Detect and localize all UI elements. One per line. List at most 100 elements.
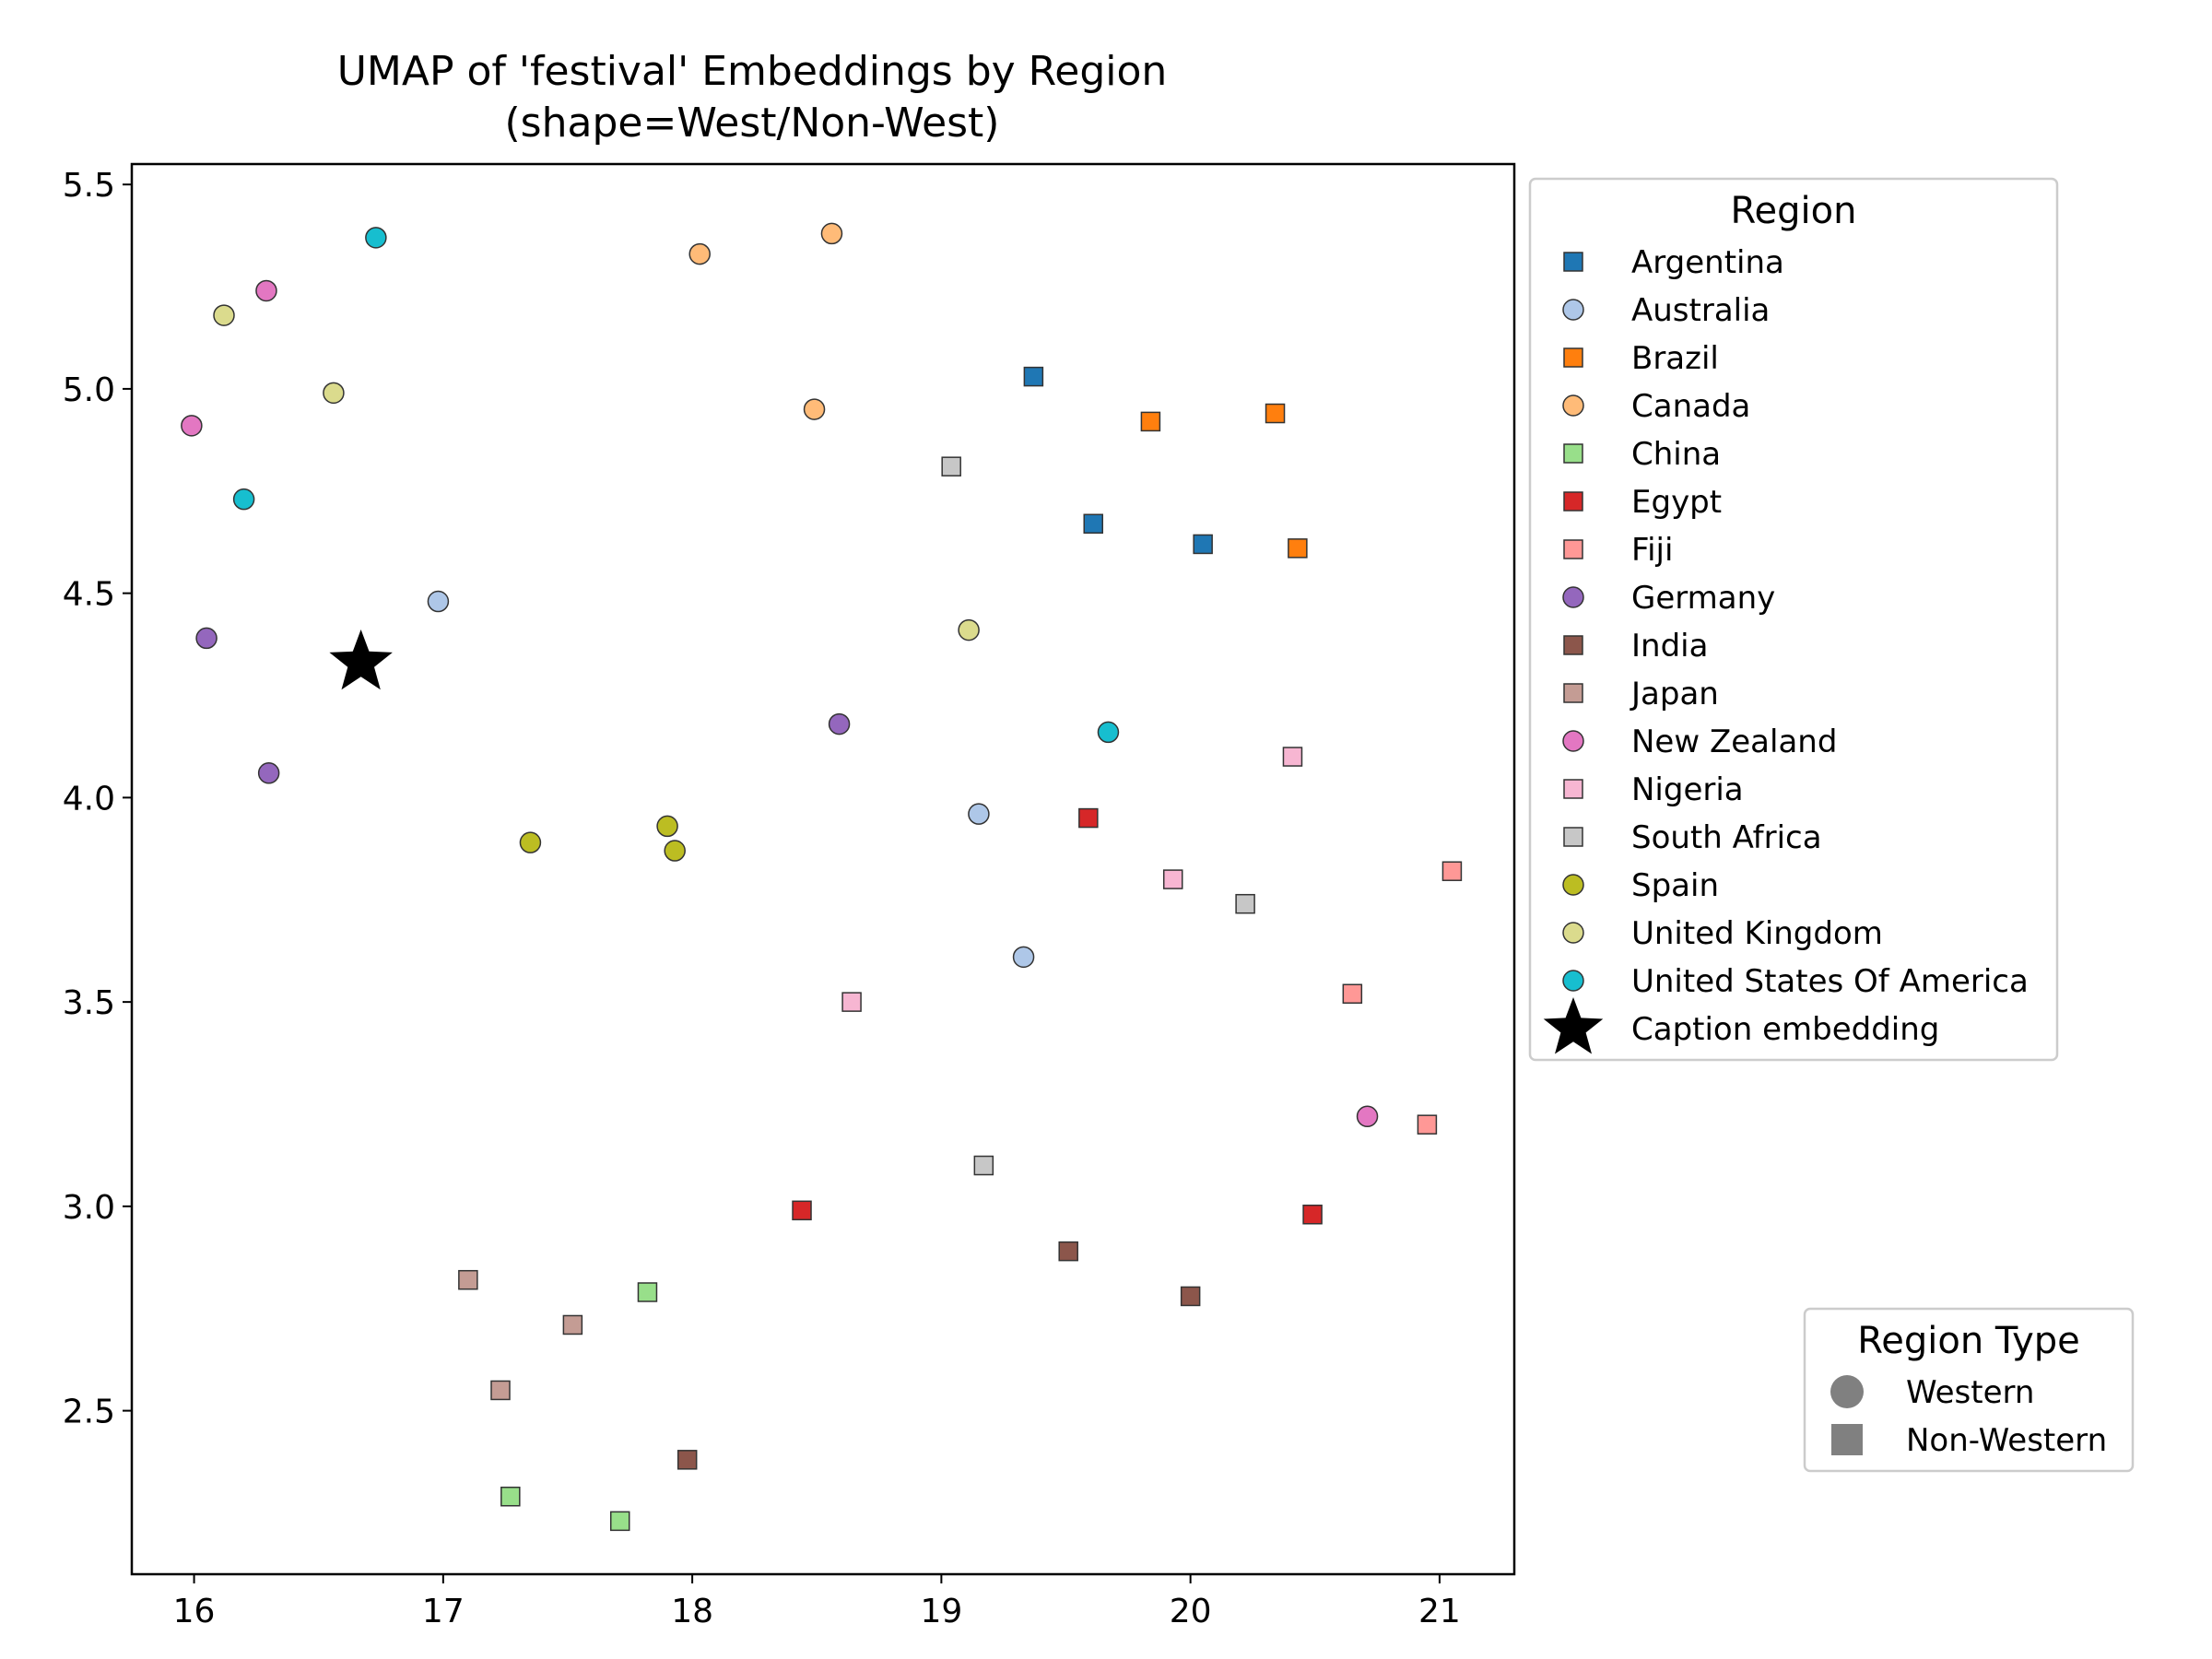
legend-marker-nigeria — [1563, 779, 1583, 799]
point-australia — [968, 803, 990, 825]
legend-label-egypt: Egypt — [1631, 484, 1722, 521]
legend-marker-germany — [1562, 586, 1584, 608]
legend-marker-spain — [1562, 874, 1584, 896]
x-tick-label: 20 — [1170, 1593, 1212, 1630]
region-type-marker-non-western — [1831, 1424, 1863, 1455]
region-legend-frame — [1528, 177, 2059, 1062]
chart-title-line-2: (shape=West/Non-West) — [505, 100, 1000, 147]
point-japan — [490, 1380, 511, 1401]
legend-marker-united-states-of-america — [1562, 970, 1584, 992]
region-type-legend-frame — [1803, 1307, 2135, 1473]
point-canada — [803, 398, 826, 420]
point-germany — [257, 762, 280, 784]
y-tick-label: 4.0 — [63, 780, 115, 818]
legend-marker-japan — [1563, 683, 1583, 703]
legend-label-united-kingdom: United Kingdom — [1631, 915, 1883, 952]
region-type-label-non-western: Non-Western — [1906, 1422, 2107, 1459]
point-argentina — [1023, 366, 1044, 387]
x-tick-label: 17 — [422, 1593, 465, 1630]
point-china — [609, 1511, 630, 1532]
legend-label-nigeria: Nigeria — [1631, 771, 1744, 808]
legend-label-new-zealand: New Zealand — [1631, 724, 1837, 760]
legend-marker-australia — [1562, 299, 1584, 321]
y-tick-label: 3.0 — [63, 1189, 115, 1227]
point-australia — [427, 590, 450, 613]
legend-label-germany: Germany — [1631, 580, 1775, 617]
point-united-kingdom — [958, 618, 980, 641]
point-spain — [664, 840, 686, 862]
point-spain — [656, 815, 678, 838]
region-type-legend-title: Region Type — [1857, 1320, 2080, 1362]
region-type-legend: Region Type Western Non-Western — [1803, 1307, 2135, 1473]
point-egypt — [1078, 807, 1099, 829]
legend-marker-argentina — [1563, 252, 1583, 272]
x-tick-label: 18 — [671, 1593, 713, 1630]
point-fiji — [1417, 1114, 1438, 1135]
point-united-kingdom — [213, 304, 235, 326]
point-new-zealand — [181, 415, 203, 437]
point-india — [1058, 1241, 1078, 1262]
legend-marker-united-kingdom — [1562, 922, 1584, 944]
point-brazil — [1265, 403, 1286, 424]
point-japan — [458, 1269, 478, 1290]
point-united-states-of-america — [365, 227, 387, 249]
x-tick-label: 21 — [1418, 1593, 1461, 1630]
y-axis-ticks: 2.5 3.0 3.5 4.0 4.5 5.0 5.5 — [63, 167, 132, 1431]
legend-label-canada: Canada — [1631, 388, 1750, 425]
point-egypt — [792, 1200, 812, 1221]
point-india — [1180, 1286, 1201, 1307]
point-united-states-of-america — [232, 488, 255, 511]
point-germany — [195, 627, 218, 650]
point-fiji — [1441, 861, 1463, 881]
point-india — [677, 1450, 698, 1470]
legend-marker-new-zealand — [1562, 730, 1584, 752]
point-nigeria — [841, 992, 862, 1012]
point-spain — [519, 831, 542, 853]
y-tick-label: 4.5 — [63, 576, 115, 614]
legend-label-spain: Spain — [1631, 867, 1719, 904]
legend-label-brazil: Brazil — [1631, 340, 1719, 377]
legend-label-australia: Australia — [1631, 292, 1770, 329]
legend-label-india: India — [1631, 628, 1708, 665]
legend-marker-india — [1563, 635, 1583, 655]
legend-marker-canada — [1562, 394, 1584, 417]
region-legend-title: Region — [1731, 190, 1857, 232]
plot-area-frame — [130, 162, 1516, 1576]
caption-embedding-star — [329, 629, 393, 690]
point-canada — [820, 222, 843, 245]
point-nigeria — [1162, 869, 1183, 889]
point-united-states-of-america — [1097, 721, 1120, 744]
point-brazil — [1288, 538, 1308, 559]
point-united-kingdom — [323, 382, 345, 405]
point-germany — [828, 712, 851, 735]
legend-label-china: China — [1631, 436, 1721, 473]
point-fiji — [1342, 983, 1363, 1005]
legend-label-fiji: Fiji — [1631, 532, 1673, 569]
point-south-africa — [941, 456, 961, 477]
point-japan — [562, 1314, 583, 1335]
point-egypt — [1302, 1204, 1323, 1225]
point-south-africa — [1235, 893, 1255, 914]
point-south-africa — [973, 1155, 994, 1176]
point-canada — [688, 242, 711, 265]
chart-title-line-1: UMAP of 'festival' Embeddings by Region — [337, 48, 1168, 95]
legend-marker-south-africa — [1563, 827, 1583, 847]
point-argentina — [1193, 534, 1213, 555]
legend-label-caption-embedding: Caption embedding — [1631, 1011, 1939, 1048]
legend-marker-brazil — [1563, 347, 1583, 368]
y-tick-label: 2.5 — [63, 1394, 115, 1431]
legend-marker-egypt — [1563, 491, 1583, 512]
legend-label-japan: Japan — [1630, 676, 1719, 712]
point-new-zealand — [255, 279, 277, 302]
region-type-label-western: Western — [1906, 1374, 2034, 1411]
point-nigeria — [1282, 747, 1303, 767]
legend-label-argentina: Argentina — [1631, 244, 1784, 281]
x-tick-label: 16 — [173, 1593, 216, 1630]
point-brazil — [1140, 411, 1161, 432]
region-legend: Region Argentina Australia Brazil Canada Chi… — [1528, 177, 2059, 1062]
x-tick-label: 19 — [920, 1593, 962, 1630]
scatter-points — [181, 222, 1463, 1532]
y-tick-label: 3.5 — [63, 984, 115, 1022]
x-axis-ticks: 16 17 18 19 20 21 — [173, 1574, 1461, 1630]
